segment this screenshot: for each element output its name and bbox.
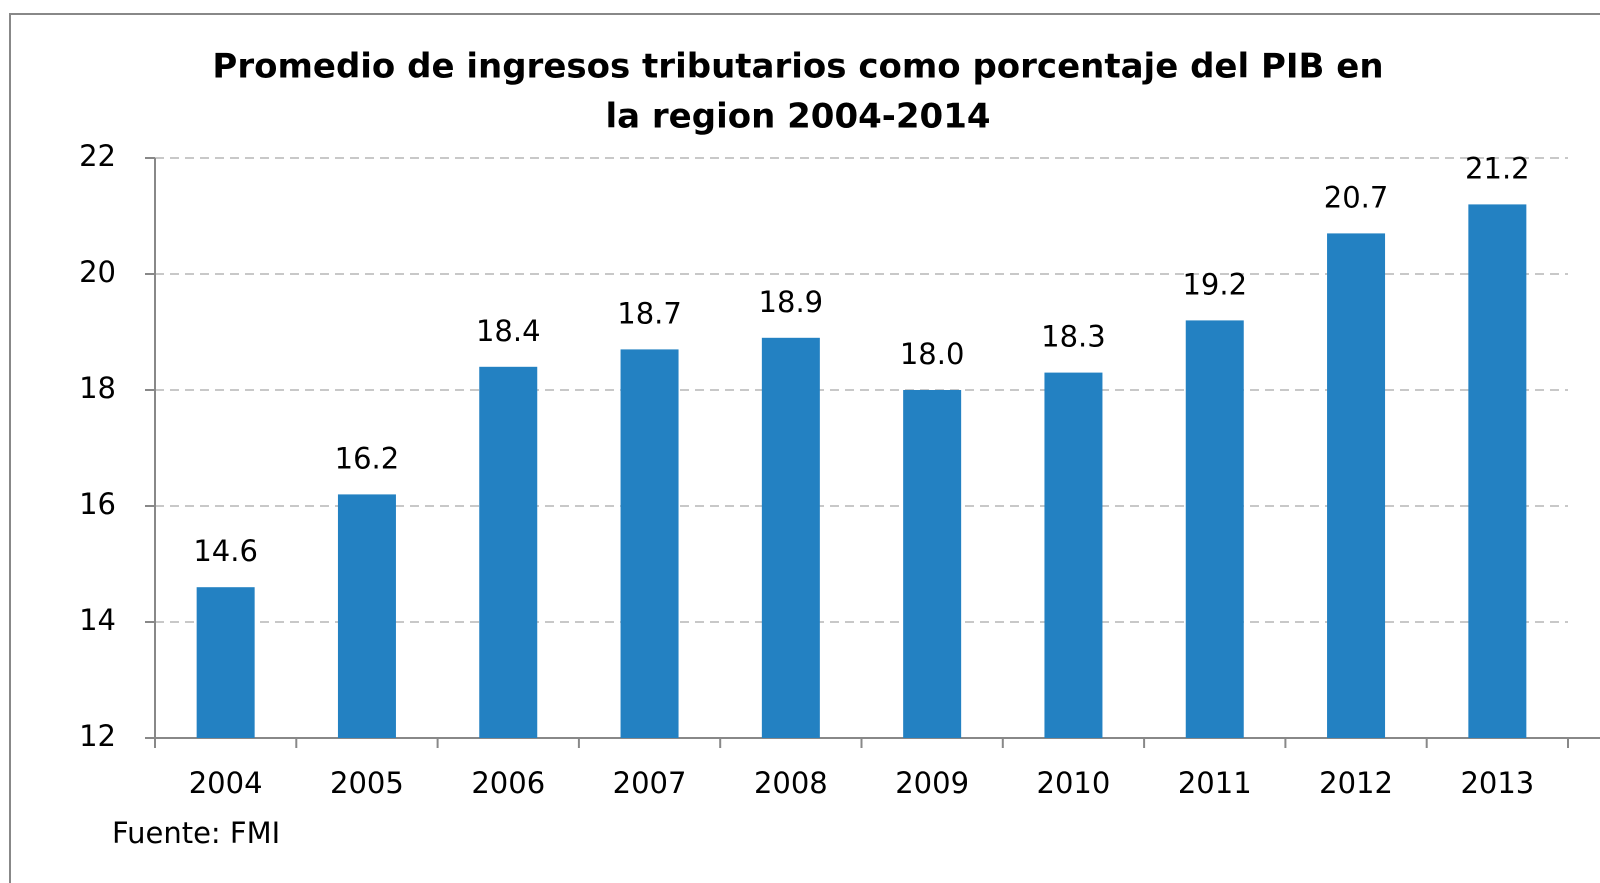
bar: [761, 337, 820, 738]
data-label: 21.2: [1465, 151, 1530, 185]
data-label: 14.6: [193, 534, 258, 568]
bar: [1468, 204, 1527, 738]
bar: [1185, 320, 1244, 738]
y-tick-label: 18: [79, 371, 116, 405]
x-tick-label: 2013: [1460, 766, 1534, 800]
bar: [903, 390, 962, 738]
y-tick-label: 16: [79, 487, 116, 521]
x-tick-label: 2010: [1037, 766, 1111, 800]
y-tick-label: 14: [79, 603, 116, 637]
y-tick-label: 22: [79, 139, 116, 173]
bar: [1327, 233, 1386, 738]
data-label: 16.2: [335, 441, 400, 475]
x-tick-label: 2007: [613, 766, 687, 800]
bar: [479, 366, 538, 738]
data-label: 20.7: [1324, 180, 1389, 214]
data-label: 18.0: [900, 337, 965, 371]
source-note: Fuente: FMI: [112, 816, 280, 850]
x-tick-label: 2009: [895, 766, 969, 800]
chart-title: Promedio de ingresos tributarios como po…: [212, 47, 1383, 87]
y-tick-label: 20: [79, 255, 116, 289]
bar: [620, 349, 679, 738]
chart-title: la region 2004-2014: [605, 97, 990, 137]
x-tick-label: 2011: [1178, 766, 1252, 800]
data-label: 19.2: [1182, 267, 1247, 301]
x-tick-label: 2005: [330, 766, 404, 800]
data-label: 18.3: [1041, 320, 1106, 354]
chart-border: [9, 13, 1600, 883]
x-tick-label: 2012: [1319, 766, 1393, 800]
data-label: 18.7: [617, 296, 682, 330]
bar: [1044, 372, 1103, 738]
data-label: 18.4: [476, 314, 541, 348]
y-tick-label: 12: [79, 719, 116, 753]
data-label: 18.9: [759, 285, 824, 319]
x-tick-label: 2004: [189, 766, 263, 800]
x-tick-label: 2008: [754, 766, 828, 800]
bar: [337, 494, 396, 738]
bar: [196, 587, 255, 738]
x-tick-label: 2006: [471, 766, 545, 800]
